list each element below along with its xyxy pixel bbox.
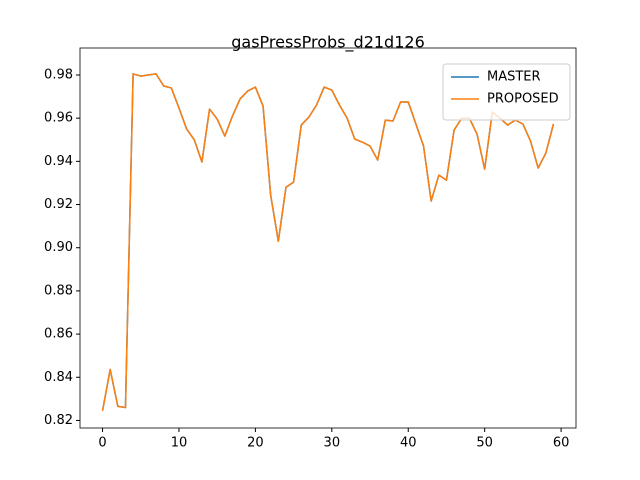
y-tick-label: 0.98 [44, 67, 73, 82]
legend-label: PROPOSED [487, 92, 559, 107]
x-tick-label: 60 [553, 436, 570, 451]
y-tick-label: 0.86 [44, 327, 73, 342]
axes-frame [79, 47, 577, 429]
x-tick-label: 0 [98, 436, 106, 451]
x-tick-label: 50 [476, 436, 493, 451]
x-tick-label: 40 [400, 436, 417, 451]
y-tick-label: 0.92 [44, 197, 73, 212]
x-tick-label: 20 [247, 436, 264, 451]
x-tick-label: 10 [171, 436, 188, 451]
y-tick-label: 0.82 [44, 413, 73, 428]
y-tick-label: 0.88 [44, 283, 73, 298]
y-tick-label: 0.84 [44, 370, 73, 385]
chart-title: gasPressProbs_d21d126 [231, 33, 425, 53]
x-tick-label: 30 [324, 436, 341, 451]
series-line [101, 73, 555, 411]
y-tick-label: 0.94 [44, 154, 73, 169]
legend-box [442, 63, 571, 121]
y-tick-label: 0.90 [44, 240, 73, 255]
y-tick-label: 0.96 [44, 111, 73, 126]
legend-label: MASTER [487, 70, 541, 85]
